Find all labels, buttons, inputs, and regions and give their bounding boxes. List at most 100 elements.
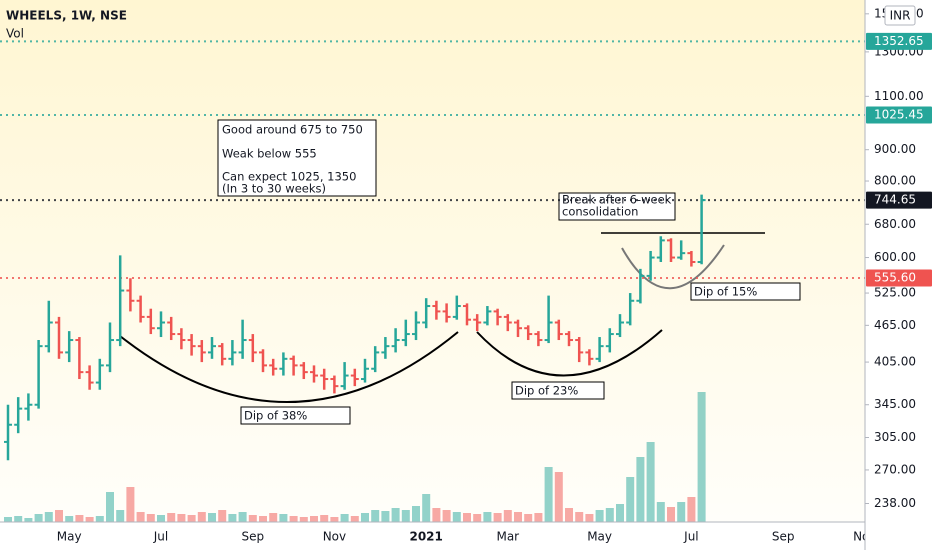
note-box [511,381,605,400]
currency-box [884,5,916,26]
volume-bar [514,512,522,522]
volume-bar [238,512,247,522]
volume-bar [371,510,380,522]
x-tick-label: May [57,530,82,544]
volume-bar [177,514,186,522]
note-box [690,282,801,301]
volume-bar [463,513,471,522]
volume-bar [228,514,237,522]
volume-bar [493,513,502,522]
volume-bar [575,512,584,522]
volume-bar [146,514,155,522]
y-tick-label: 900.00 [874,142,916,156]
y-tick-label: 465.00 [874,318,916,332]
note-text: Break after 6-week [562,193,672,207]
volume-bar [167,513,176,522]
x-tick-label: Mar [496,530,519,544]
volume-bar [136,512,145,522]
volume-bar [432,508,441,522]
volume-bar [697,392,706,522]
volume-bar [330,517,339,522]
volume-bar [85,517,94,522]
volume-bar [401,510,410,522]
volume-bar [534,513,543,522]
volume-bar [340,514,349,522]
y-tick-label: 345.00 [874,397,916,411]
note-text: Dip of 38% [244,409,307,423]
x-tick-label: Jul [153,530,168,544]
volume-bar [636,457,645,522]
note-text: Weak below 555 [222,147,317,161]
x-tick-label: Nov [323,530,346,544]
volume-bar [4,517,12,522]
volume-bar [197,512,206,522]
volume-bar [554,472,563,522]
volume-bar [412,506,420,522]
note-text: Dip of 15% [694,285,757,299]
x-axis-panel [0,522,865,550]
volume-bar [391,508,400,522]
volume-bar [259,516,267,522]
price-label-box [866,106,932,124]
volume-bar [381,511,390,522]
x-tick-label: 2021 [409,530,442,544]
chart-title: WHEELS, 1W, NSE [6,9,127,23]
price-label-box [866,269,932,287]
volume-bar [116,510,125,522]
x-tick-label: May [587,530,612,544]
note-text: consolidation [562,205,638,219]
volume-bar [350,516,359,522]
y-tick-label: 800.00 [874,174,916,188]
volume-bar [483,512,492,522]
note-text: Can expect 1025, 1350 [222,170,356,184]
volume-bar [248,515,257,522]
volume-bar [422,494,431,522]
volume-label: Vol [6,27,24,41]
volume-bar [452,512,461,522]
note-text: (In 3 to 30 weeks) [222,182,326,196]
volume-bar [565,508,573,522]
volume-bar [299,517,308,522]
price-label: 744.65 [874,193,916,207]
volume-bar [75,515,84,522]
note-box [240,406,351,425]
note-text: Dip of 23% [515,384,578,398]
price-label-box [866,32,932,50]
price-label: 1025.45 [874,107,924,121]
volume-bar [473,514,482,522]
volume-bar [106,492,114,522]
volume-bar [44,512,53,522]
volume-bar [55,510,63,522]
currency-label: INR [890,9,911,23]
price-label: 555.60 [874,270,916,284]
x-tick-label: Sep [772,530,795,544]
y-tick-label: 270.00 [874,462,916,476]
volume-bar [310,516,318,522]
volume-bar [677,502,686,522]
price-label: 1352.65 [874,34,924,48]
volume-bar [14,516,23,522]
volume-bar [656,502,665,522]
volume-bar [544,467,553,522]
volume-bar [646,442,655,522]
volume-bar [279,514,288,522]
y-tick-label: 600.00 [874,250,916,264]
volume-bar [442,510,451,522]
volume-bar [65,516,74,522]
volume-bar [361,513,369,522]
handle-curve [621,244,725,290]
volume-bar [289,516,298,522]
note-box [558,192,676,221]
volume-bar [503,510,512,522]
y-tick-label: 405.00 [874,355,916,369]
volume-bar [605,508,614,522]
volume-bar [585,514,594,522]
volume-bar [187,515,196,522]
volume-bar [320,515,329,522]
volume-bar [24,518,33,522]
volume-bar [616,504,624,522]
note-box [217,119,377,197]
volume-bar [626,477,635,522]
y-tick-label: 525.00 [874,286,916,300]
